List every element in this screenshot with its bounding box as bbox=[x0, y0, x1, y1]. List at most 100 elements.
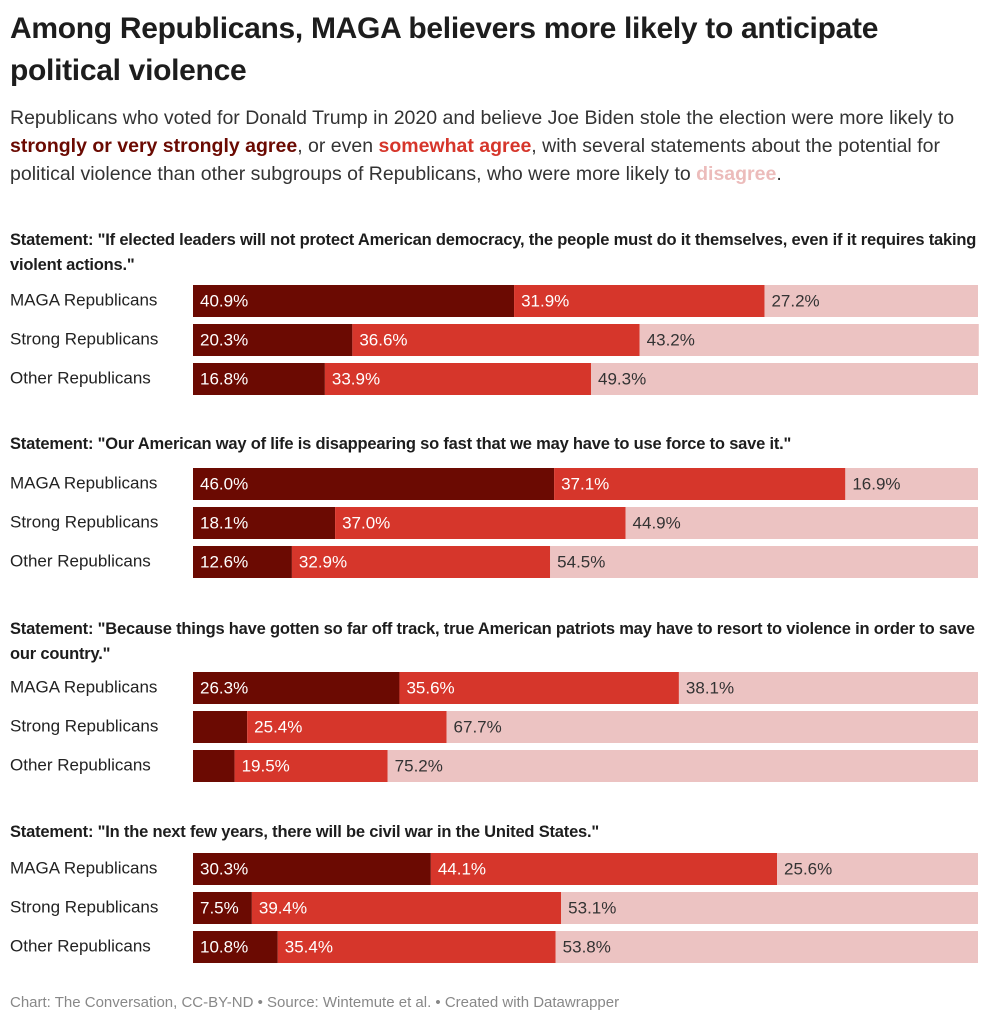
bar-segment bbox=[625, 507, 978, 539]
bar-group: MAGA Republicans 26.3% 35.6% 38.1% Strong Re… bbox=[10, 672, 978, 782]
category-label: Strong Republicans bbox=[10, 329, 158, 348]
title: Among Republicans, MAGA believers more l… bbox=[10, 12, 879, 87]
bar-segment bbox=[550, 546, 978, 578]
bar-segment bbox=[193, 507, 336, 539]
bar-segment bbox=[193, 853, 431, 885]
bar-segment bbox=[387, 750, 978, 782]
value-label: 33.9% bbox=[332, 369, 380, 388]
value-label: 20.3% bbox=[200, 330, 248, 349]
value-label: 49.3% bbox=[598, 369, 646, 388]
bar-segment bbox=[324, 363, 591, 395]
bar-segment bbox=[561, 892, 978, 924]
category-label: MAGA Republicans bbox=[10, 858, 157, 877]
value-label: 30.3% bbox=[200, 859, 248, 878]
bar-segment bbox=[193, 711, 248, 743]
value-label: 10.8% bbox=[200, 937, 248, 956]
bar-segment bbox=[234, 750, 388, 782]
category-label: Other Republicans bbox=[10, 551, 151, 570]
value-label: 37.1% bbox=[561, 474, 609, 493]
value-label: 25.4% bbox=[254, 717, 302, 736]
category-label: Other Republicans bbox=[10, 368, 151, 387]
value-label: 35.6% bbox=[406, 678, 454, 697]
bar-group: MAGA Republicans 40.9% 31.9% 27.2% Strong Re… bbox=[10, 285, 979, 395]
value-label: 18.1% bbox=[200, 513, 248, 532]
category-label: Strong Republicans bbox=[10, 716, 158, 735]
bar-segment bbox=[352, 324, 640, 356]
bar-segment bbox=[251, 892, 562, 924]
value-label: 37.0% bbox=[342, 513, 390, 532]
value-label: 26.3% bbox=[200, 678, 248, 697]
bar-segment bbox=[193, 363, 325, 395]
bar-segment bbox=[193, 285, 515, 317]
footer: Chart: The Conversation, CC-BY-ND • Sour… bbox=[10, 994, 620, 1011]
category-label: MAGA Republicans bbox=[10, 677, 157, 696]
bar-segment bbox=[514, 285, 765, 317]
bar-group: MAGA Republicans 30.3% 44.1% 25.6% Strong Re… bbox=[10, 853, 978, 963]
value-label: 16.8% bbox=[200, 369, 248, 388]
value-label: 19.5% bbox=[242, 756, 290, 775]
bar-segment bbox=[399, 672, 679, 704]
bar-segment bbox=[446, 711, 978, 743]
value-label: 39.4% bbox=[259, 898, 307, 917]
bar-segment bbox=[193, 931, 278, 963]
value-label: 67.7% bbox=[454, 717, 502, 736]
value-label: 32.9% bbox=[299, 552, 347, 571]
subtitle-text: , or even bbox=[297, 135, 379, 157]
legend-strong-agree: strongly or very strongly agree bbox=[10, 135, 298, 157]
value-label: 54.5% bbox=[557, 552, 605, 571]
bar-segment bbox=[193, 750, 235, 782]
category-label: MAGA Republicans bbox=[10, 290, 157, 309]
bar-segment bbox=[777, 853, 978, 885]
legend-disagree: disagree bbox=[696, 163, 777, 185]
value-label: 75.2% bbox=[395, 756, 443, 775]
value-label: 43.2% bbox=[647, 330, 695, 349]
value-label: 53.1% bbox=[568, 898, 616, 917]
bar-segment bbox=[291, 546, 551, 578]
value-label: 36.6% bbox=[359, 330, 407, 349]
category-label: Other Republicans bbox=[10, 936, 151, 955]
bar-segment bbox=[193, 546, 292, 578]
bar-group: MAGA Republicans 46.0% 37.1% 16.9% Strong Re… bbox=[10, 468, 978, 578]
subtitle-text: . bbox=[776, 163, 782, 185]
bar-segment bbox=[193, 672, 400, 704]
statement: Statement: "If elected leaders will not … bbox=[10, 231, 977, 274]
bar-segment bbox=[764, 285, 978, 317]
value-label: 38.1% bbox=[686, 678, 734, 697]
value-label: 46.0% bbox=[200, 474, 248, 493]
bar-segment bbox=[335, 507, 626, 539]
value-label: 53.8% bbox=[563, 937, 611, 956]
statement: Statement: "In the next few years, there… bbox=[10, 823, 600, 841]
value-label: 31.9% bbox=[521, 291, 569, 310]
statement: Statement: "Our American way of life is … bbox=[10, 435, 792, 453]
value-label: 12.6% bbox=[200, 552, 248, 571]
bar-segment bbox=[430, 853, 778, 885]
bar-segment bbox=[277, 931, 556, 963]
bar-segment bbox=[590, 363, 978, 395]
category-label: MAGA Republicans bbox=[10, 473, 157, 492]
legend-somewhat-agree: somewhat agree bbox=[378, 135, 532, 157]
bar-segment bbox=[247, 711, 447, 743]
bar-segment bbox=[554, 468, 846, 500]
value-label: 25.6% bbox=[784, 859, 832, 878]
value-label: 27.2% bbox=[771, 291, 819, 310]
bar-segment bbox=[193, 468, 555, 500]
bar-segment bbox=[639, 324, 979, 356]
category-label: Strong Republicans bbox=[10, 512, 158, 531]
bar-segment bbox=[845, 468, 978, 500]
bar-segment bbox=[193, 892, 252, 924]
bar-segment bbox=[678, 672, 978, 704]
value-label: 44.1% bbox=[438, 859, 486, 878]
subtitle-text: Republicans who voted for Donald Trump i… bbox=[10, 107, 955, 129]
value-label: 35.4% bbox=[285, 937, 333, 956]
value-label: 7.5% bbox=[200, 898, 239, 917]
subtitle: Republicans who voted for Donald Trump i… bbox=[10, 104, 978, 188]
statement: Statement: "Because things have gotten s… bbox=[10, 620, 975, 663]
value-label: 44.9% bbox=[633, 513, 681, 532]
category-label: Other Republicans bbox=[10, 755, 151, 774]
category-label: Strong Republicans bbox=[10, 897, 158, 916]
value-label: 16.9% bbox=[852, 474, 900, 493]
bar-segment bbox=[555, 931, 978, 963]
bar-segment bbox=[193, 324, 353, 356]
subtitle-text: , with several statements about the pote… bbox=[10, 135, 940, 185]
